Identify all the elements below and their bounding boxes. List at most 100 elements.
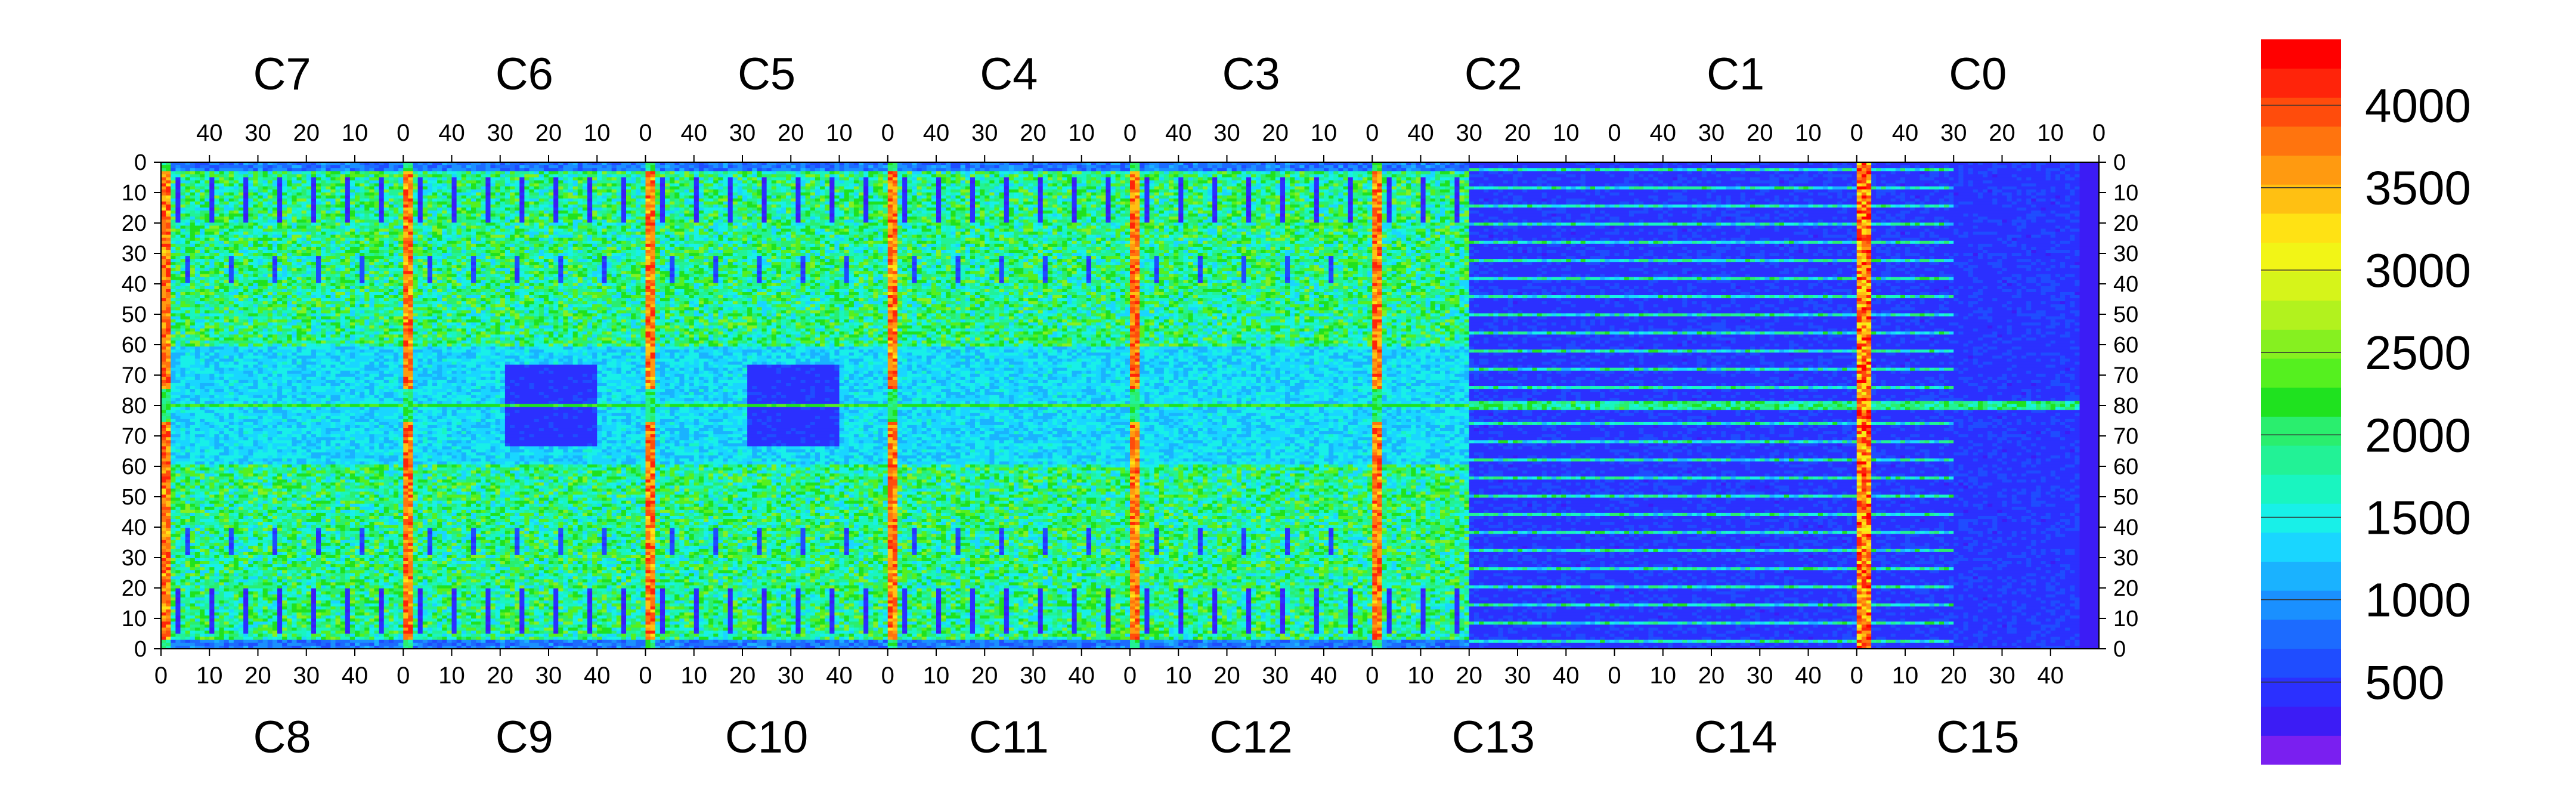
- heatmap-cell: [171, 190, 176, 193]
- heatmap-cell: [519, 174, 525, 178]
- heatmap-cell: [243, 174, 249, 178]
- heatmap-cell: [984, 183, 990, 187]
- heatmap-cell: [1203, 183, 1208, 187]
- heatmap-cell: [1101, 174, 1106, 178]
- heatmap-cell: [1140, 187, 1145, 190]
- heatmap-cell: [699, 177, 704, 181]
- heatmap-cell: [2060, 177, 2066, 181]
- heatmap-cell: [1067, 177, 1072, 181]
- heatmap-cell: [694, 168, 699, 172]
- heatmap-cell: [888, 187, 898, 190]
- heatmap-cell: [1052, 171, 1058, 175]
- heatmap-cell: [224, 183, 230, 187]
- heatmap-cell: [1919, 171, 1925, 175]
- heatmap-cell: [330, 187, 336, 190]
- heatmap-cell: [345, 165, 351, 169]
- heatmap-cell: [316, 177, 321, 181]
- heatmap-cell: [205, 168, 210, 172]
- heatmap-cell: [485, 165, 491, 169]
- heatmap-cell: [922, 171, 927, 175]
- heatmap-cell: [762, 171, 772, 175]
- heatmap-cell: [1382, 165, 1388, 169]
- heatmap-cell: [1896, 168, 1901, 172]
- heatmap-cell: [1866, 183, 1872, 187]
- heatmap-cell: [1435, 180, 1441, 184]
- heatmap-cell: [1241, 190, 1247, 193]
- heatmap-cell: [2031, 177, 2046, 181]
- heatmap-cell: [1406, 171, 1411, 175]
- heatmap-cell: [1150, 180, 1155, 184]
- heatmap-cell: [728, 171, 738, 175]
- heatmap-cell: [306, 177, 312, 181]
- heatmap-cell: [1377, 165, 1382, 169]
- heatmap-cell: [878, 183, 884, 187]
- heatmap-cell: [834, 177, 840, 181]
- heatmap-cell: [685, 174, 690, 178]
- heatmap-cell: [316, 180, 321, 184]
- heatmap-cell: [931, 177, 937, 181]
- heatmap-cell: [336, 174, 341, 178]
- heatmap-cell: [1934, 180, 1940, 184]
- heatmap-cell: [844, 168, 864, 172]
- heatmap-cell: [558, 171, 564, 175]
- heatmap-cell: [917, 187, 922, 190]
- heatmap-cell: [345, 187, 351, 190]
- heatmap-cell: [922, 187, 927, 190]
- heatmap-cell: [2080, 168, 2100, 172]
- heatmap-cell: [568, 171, 574, 175]
- heatmap-cell: [747, 171, 753, 175]
- heatmap-cell: [1609, 183, 1615, 187]
- heatmap-cell: [515, 177, 520, 181]
- heatmap-cell: [389, 190, 404, 193]
- heatmap-cell: [801, 171, 806, 175]
- heatmap-cell: [1925, 183, 1930, 187]
- heatmap-cell: [1082, 187, 1087, 190]
- heatmap-cell: [181, 165, 196, 169]
- heatmap-cell: [607, 165, 612, 169]
- heatmap-cell: [626, 171, 631, 175]
- heatmap-cell: [205, 187, 210, 190]
- heatmap-cell: [742, 177, 748, 181]
- heatmap-cell: [854, 190, 859, 193]
- heatmap-cell: [485, 171, 491, 175]
- heatmap-cell: [1295, 180, 1300, 184]
- heatmap-cell: [1217, 168, 1227, 172]
- heatmap-cell: [888, 174, 893, 178]
- heatmap-cell: [1305, 168, 1310, 172]
- heatmap-cell: [941, 165, 946, 169]
- heatmap-cell: [2065, 174, 2070, 178]
- heatmap-cell: [1654, 187, 1659, 190]
- heatmap-cell: [1605, 171, 1610, 175]
- heatmap-cell: [549, 183, 554, 187]
- heatmap-cell: [1823, 168, 1828, 172]
- heatmap-cell: [859, 177, 864, 181]
- heatmap-cell: [626, 180, 636, 184]
- heatmap-cell: [2017, 168, 2022, 172]
- heatmap-cell: [1677, 168, 1683, 172]
- heatmap-cell: [413, 187, 419, 190]
- heatmap-cell: [970, 165, 976, 169]
- heatmap-cell: [1411, 190, 1416, 193]
- heatmap-cell: [326, 180, 331, 184]
- heatmap-cell: [795, 177, 801, 181]
- heatmap-cell: [829, 190, 835, 193]
- heatmap-cell: [1731, 171, 1741, 175]
- heatmap-cell: [897, 180, 903, 184]
- heatmap-cell: [1460, 165, 1465, 169]
- heatmap-cell: [345, 177, 351, 181]
- heatmap-cell: [1919, 177, 1934, 181]
- heatmap-cell: [1440, 177, 1450, 181]
- heatmap-cell: [685, 171, 690, 175]
- heatmap-cell: [859, 187, 864, 190]
- heatmap-cell: [1275, 180, 1281, 184]
- heatmap-cell: [1392, 180, 1397, 184]
- heatmap-cell: [1527, 190, 1566, 193]
- heatmap-cell: [1295, 165, 1300, 169]
- heatmap-cell: [2080, 174, 2100, 178]
- heatmap-cell: [1818, 171, 1823, 175]
- heatmap-cell: [868, 187, 874, 190]
- heatmap-cell: [1794, 183, 1823, 187]
- heatmap-cell: [897, 187, 903, 190]
- heatmap-cell: [1832, 171, 1857, 175]
